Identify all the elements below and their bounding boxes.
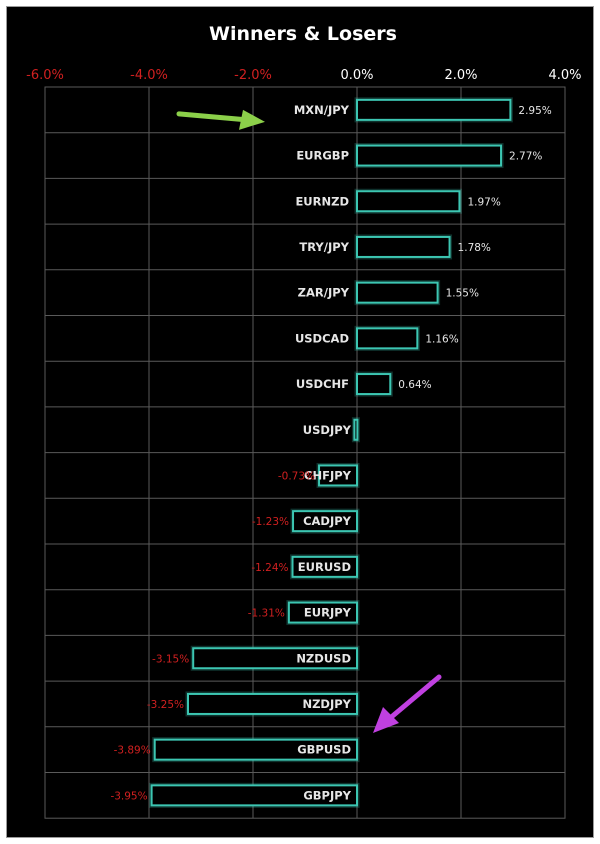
data-label: 1.78% xyxy=(458,242,491,254)
bar xyxy=(292,510,359,533)
data-label: 1.55% xyxy=(446,288,479,300)
data-label: 1.16% xyxy=(425,333,458,345)
data-label: 0.64% xyxy=(398,379,431,391)
category-label: TRY/JPY xyxy=(299,240,349,254)
bar xyxy=(187,692,358,715)
data-label: -3.25% xyxy=(147,699,184,711)
category-label: MXN/JPY xyxy=(294,103,350,117)
data-label: 2.77% xyxy=(509,151,542,163)
x-tick-label: -6.0% xyxy=(26,68,64,83)
data-label: -1.23% xyxy=(252,516,289,528)
bar xyxy=(356,144,503,167)
chart-title: Winners & Losers xyxy=(209,23,397,45)
x-tick-label: 0.0% xyxy=(340,68,373,83)
bar xyxy=(291,555,358,578)
category-label: EURNZD xyxy=(295,194,349,208)
category-label: GBPJPY xyxy=(303,788,351,802)
data-label: 1.97% xyxy=(467,196,500,208)
data-label: 2.95% xyxy=(518,105,551,117)
category-label: EURUSD xyxy=(298,560,351,574)
bar xyxy=(356,327,419,350)
magenta-arrow-shaft xyxy=(386,674,442,722)
bar xyxy=(153,738,358,761)
category-label: USDCHF xyxy=(296,377,349,391)
bar xyxy=(356,235,451,258)
winners-losers-chart: MXN/JPY 2.95% EURGBP 2.77% EURNZD 1.97% TRY/JP… xyxy=(26,23,582,819)
labels: MXN/JPY 2.95% EURGBP 2.77% EURNZD 1.97% TRY/JP… xyxy=(110,103,551,802)
green-arrow-shaft xyxy=(176,111,250,123)
bar xyxy=(287,601,359,624)
green-arrow-head xyxy=(239,109,265,130)
category-label: USDJPY xyxy=(303,423,352,437)
category-label: NZDUSD xyxy=(296,651,351,665)
bar xyxy=(353,418,359,441)
x-tick-label: 4.0% xyxy=(548,68,581,83)
bar xyxy=(356,190,461,213)
category-label: GBPUSD xyxy=(297,743,351,757)
x-tick-label: -4.0% xyxy=(130,68,168,83)
bar xyxy=(356,281,439,304)
x-tick-label: -2.0% xyxy=(234,68,272,83)
bar xyxy=(192,647,358,670)
magenta-arrow-head xyxy=(373,707,399,733)
category-label: NZDJPY xyxy=(302,697,351,711)
category-label: ZAR/JPY xyxy=(298,286,350,300)
category-label: EURJPY xyxy=(304,606,352,620)
data-label: -0.73% xyxy=(278,470,315,482)
chart-frame: MXN/JPY 2.95% EURGBP 2.77% EURNZD 1.97% TRY/JP… xyxy=(6,6,594,838)
bar xyxy=(318,464,359,487)
bars xyxy=(149,97,513,808)
category-label: CHFJPY xyxy=(304,468,352,482)
x-tick-label: 2.0% xyxy=(444,68,477,83)
bar xyxy=(356,373,392,396)
data-label: -1.31% xyxy=(248,608,285,620)
bar xyxy=(356,98,512,121)
data-label: -3.15% xyxy=(152,653,189,665)
category-label: USDCAD xyxy=(295,331,349,345)
category-label: CADJPY xyxy=(303,514,352,528)
data-label: -1.24% xyxy=(251,562,288,574)
category-label: EURGBP xyxy=(296,149,349,163)
x-axis-ticks: -6.0% -4.0% -2.0% 0.0% 2.0% 4.0% xyxy=(26,68,581,83)
data-label: -3.95% xyxy=(110,790,147,802)
data-label: -3.89% xyxy=(114,745,151,757)
bar xyxy=(150,784,358,807)
annotation-arrows xyxy=(176,109,442,733)
